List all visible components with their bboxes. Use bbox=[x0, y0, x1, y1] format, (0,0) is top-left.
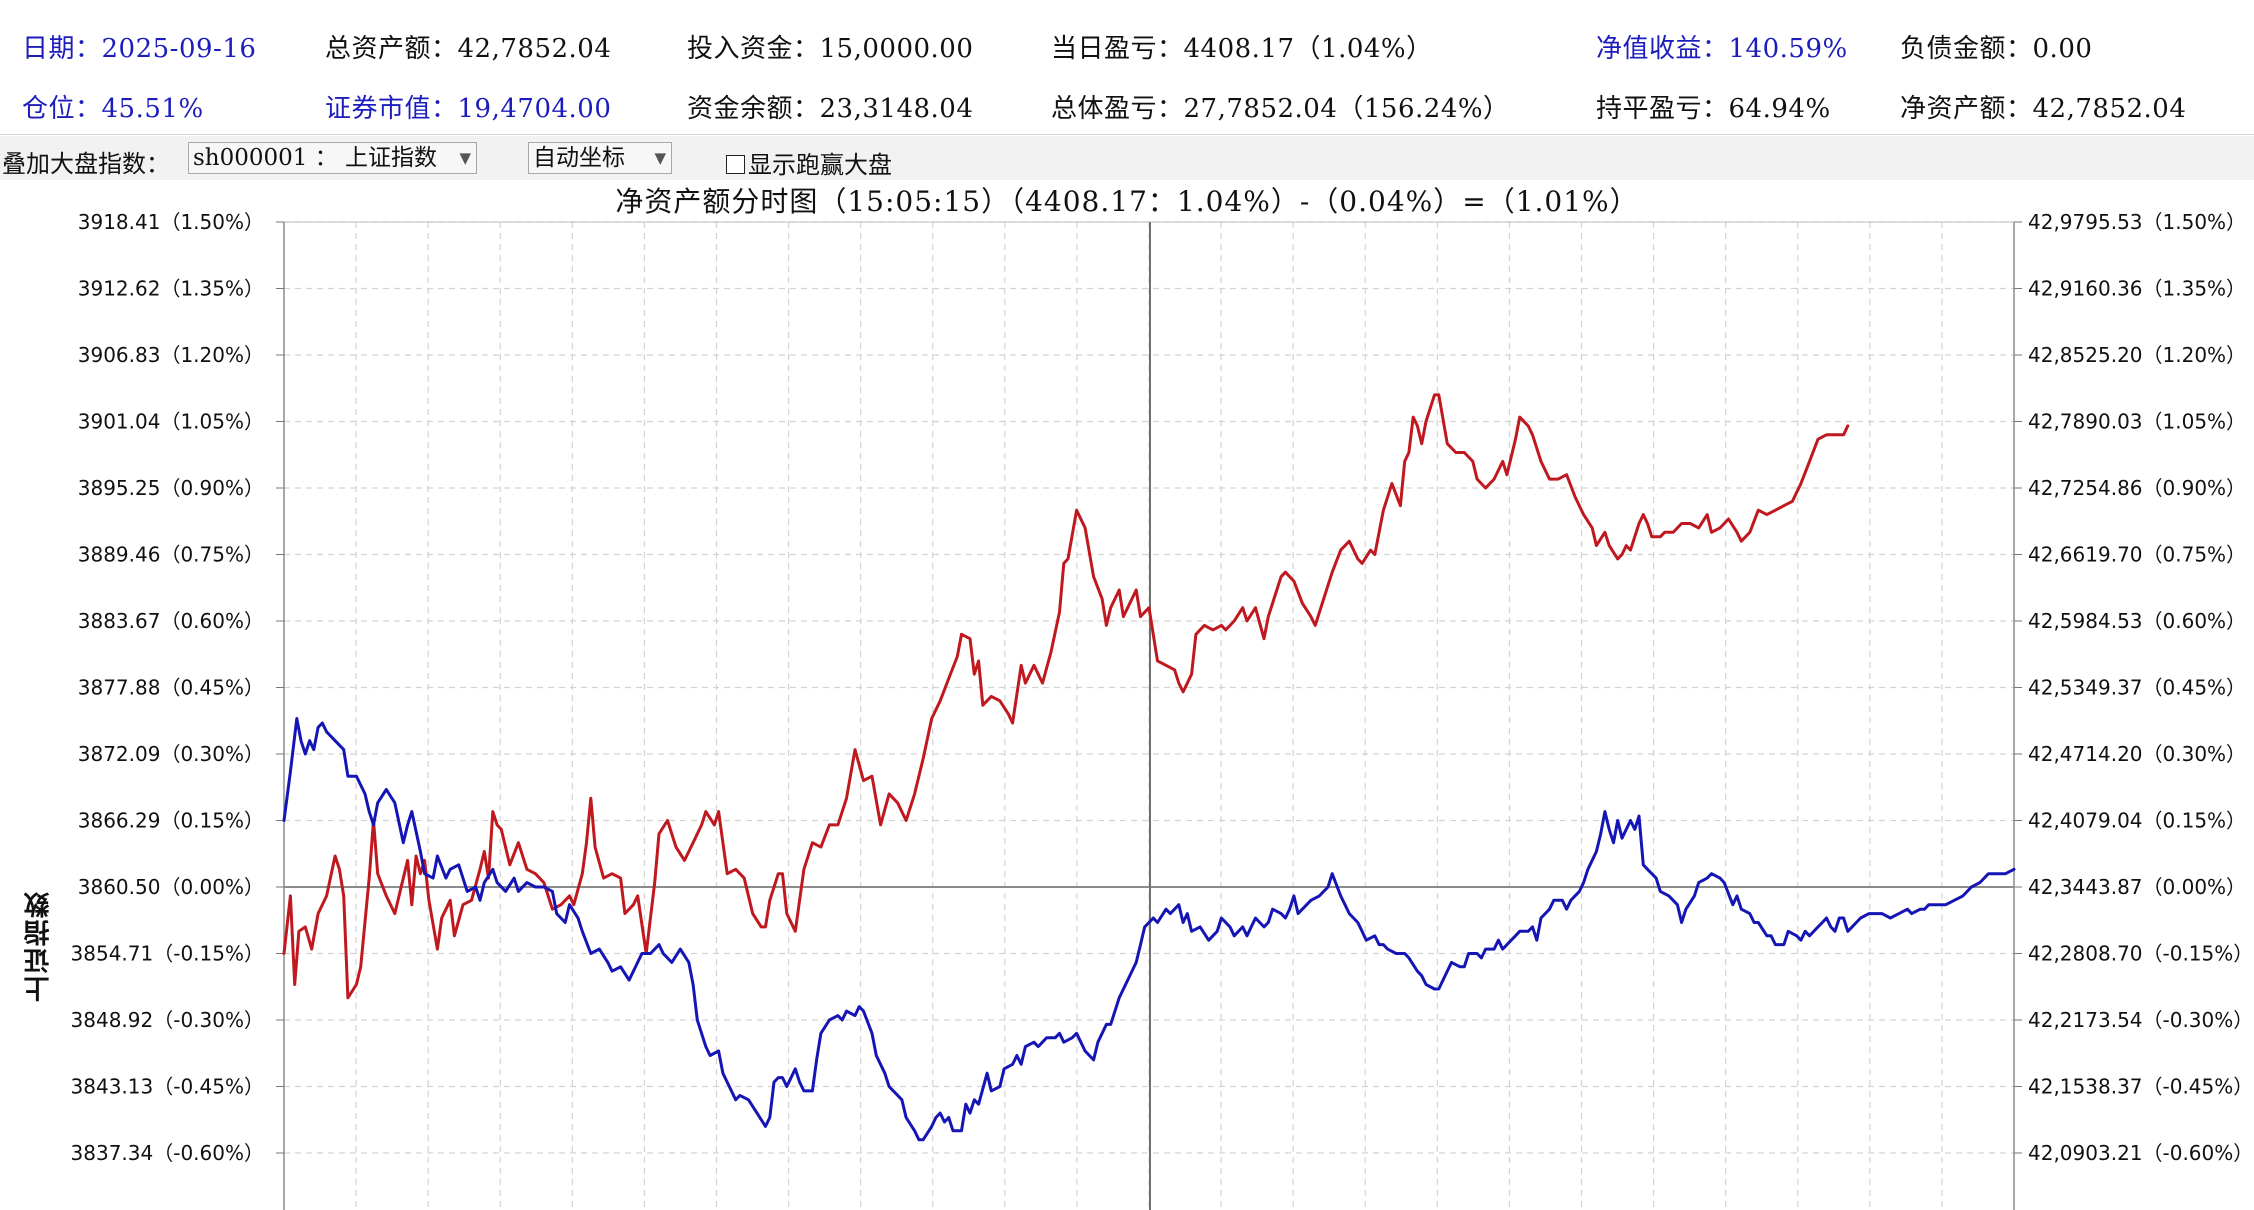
outperform-checkbox-label: 显示跑赢大盘 bbox=[748, 151, 892, 179]
stat-key: 总资产额： bbox=[325, 34, 458, 64]
stat-securities-value: 证券市值：19,4704.00 bbox=[325, 88, 611, 125]
stat-daily-pnl: 当日盈亏：4408.17（1.04%） bbox=[1051, 28, 1433, 65]
stat-date: 日期：2025-09-16 bbox=[22, 28, 256, 65]
account-summary-header: 日期：2025-09-16 总资产额：42,7852.04 投入资金：15,00… bbox=[0, 0, 2254, 135]
checkbox-box[interactable] bbox=[726, 155, 745, 174]
axis-mode-select[interactable]: 自动坐标 ▼ bbox=[528, 142, 672, 174]
axis-mode-select-value: 自动坐标 bbox=[533, 145, 625, 171]
y-tick-label-left: 3912.62（1.35%） bbox=[78, 277, 264, 301]
stat-value: 64.94% bbox=[1728, 94, 1831, 124]
y-tick-label-left: 3901.04（1.05%） bbox=[78, 410, 264, 434]
y-tick-label-right: 42,1538.37（-0.45%） bbox=[2028, 1075, 2253, 1099]
y-tick-label-left: 3883.67（0.60%） bbox=[78, 609, 264, 633]
stat-key: 净资产额： bbox=[1900, 94, 2033, 124]
stat-key: 仓位： bbox=[22, 94, 102, 124]
outperform-checkbox[interactable]: 显示跑赢大盘 bbox=[726, 145, 892, 180]
y-tick-label-left: 3872.09（0.30%） bbox=[78, 742, 264, 766]
stat-key: 当日盈亏： bbox=[1051, 34, 1184, 64]
intraday-chart: 3918.41（1.50%） 42,9795.53（1.50%） 3912.62（1… bbox=[71, 210, 2254, 1210]
stat-key: 净值收益： bbox=[1596, 34, 1729, 64]
stat-value: 42,7852.04 bbox=[2032, 94, 2187, 124]
y-tick-label-left: 3877.88（0.45%） bbox=[78, 676, 264, 700]
y-tick-label-right: 42,9160.36（1.35%） bbox=[2028, 277, 2246, 301]
stat-key: 总体盈亏： bbox=[1051, 94, 1184, 124]
chart-title: 净资产额分时图（15:05:15）（4408.17：1.04%）-（0.04%）… bbox=[615, 185, 1639, 218]
series-line-index bbox=[282, 717, 2016, 1142]
y-tick-label-right: 42,8525.20（1.20%） bbox=[2028, 343, 2246, 367]
y-tick-label-left: 3866.29（0.15%） bbox=[78, 809, 264, 833]
y-tick-label-right: 42,6619.70（0.75%） bbox=[2028, 543, 2246, 567]
stat-key: 投入资金： bbox=[687, 34, 820, 64]
stat-value: 23,3148.04 bbox=[819, 94, 974, 124]
stat-value: 45.51% bbox=[101, 94, 204, 124]
stat-liabilities: 负债金额：0.00 bbox=[1900, 28, 2092, 65]
y-tick-label-left: 3860.50（0.00%） bbox=[78, 875, 264, 899]
stat-net-value-return: 净值收益：140.59% bbox=[1596, 28, 1848, 65]
y-tick-label-left: 3848.92（-0.30%） bbox=[71, 1008, 264, 1032]
y-tick-label-left: 3906.83（1.20%） bbox=[78, 343, 264, 367]
stat-value: 15,0000.00 bbox=[819, 34, 974, 64]
series-line-net_asset bbox=[282, 393, 1850, 1000]
y-tick-label-right: 42,7890.03（1.05%） bbox=[2028, 410, 2246, 434]
y-tick-label-left: 3895.25（0.90%） bbox=[78, 476, 264, 500]
y-tick-label-right: 42,2173.54（-0.30%） bbox=[2028, 1008, 2253, 1032]
stat-key: 证券市值： bbox=[325, 94, 458, 124]
stat-value: 19,4704.00 bbox=[457, 94, 612, 124]
y-tick-label-left: 3854.71（-0.15%） bbox=[71, 942, 264, 966]
stat-cash-balance: 资金余额：23,3148.04 bbox=[687, 88, 973, 125]
stat-invested-capital: 投入资金：15,0000.00 bbox=[687, 28, 973, 65]
stat-key: 持平盈亏： bbox=[1596, 94, 1729, 124]
y-tick-label-right: 42,2808.70（-0.15%） bbox=[2028, 942, 2253, 966]
stat-value: 140.59% bbox=[1728, 34, 1848, 64]
y-tick-label-right: 42,7254.86（0.90%） bbox=[2028, 476, 2246, 500]
y-tick-label-right: 42,0903.21（-0.60%） bbox=[2028, 1141, 2253, 1165]
series-lines bbox=[282, 393, 2016, 1142]
stat-value: 42,7852.04 bbox=[457, 34, 612, 64]
chevron-down-icon: ▼ bbox=[459, 149, 471, 167]
y-tick-label-right: 42,5349.37（0.45%） bbox=[2028, 676, 2246, 700]
y-tick-label-right: 42,9795.53（1.50%） bbox=[2028, 210, 2246, 234]
y-tick-label-left: 3837.34（-0.60%） bbox=[71, 1141, 264, 1165]
y-tick-label-right: 42,3443.87（0.00%） bbox=[2028, 875, 2246, 899]
stat-key: 资金余额： bbox=[687, 94, 820, 124]
y-tick-label-right: 42,4714.20（0.30%） bbox=[2028, 742, 2246, 766]
axis-ticks: 3918.41（1.50%） 42,9795.53（1.50%） 3912.62（1… bbox=[71, 210, 2254, 1165]
stat-key: 负债金额： bbox=[1900, 34, 2033, 64]
stat-net-assets: 净资产额：42,7852.04 bbox=[1900, 88, 2186, 125]
y-tick-label-right: 42,5984.53（0.60%） bbox=[2028, 609, 2246, 633]
stat-value: 0.00 bbox=[2032, 34, 2093, 64]
chevron-down-icon: ▼ bbox=[654, 149, 666, 167]
y-tick-label-right: 42,4079.04（0.15%） bbox=[2028, 809, 2246, 833]
stat-value: 27,7852.04（156.24%） bbox=[1183, 94, 1510, 124]
stat-position: 仓位：45.51% bbox=[22, 88, 204, 125]
y-tick-label-left: 3918.41（1.50%） bbox=[78, 210, 264, 234]
y-tick-label-left: 3889.46（0.75%） bbox=[78, 543, 264, 567]
chart-toolbar: 叠加大盘指数： sh000001 ： 上证指数 ▼ 自动坐标 ▼ 显示跑赢大盘 bbox=[0, 136, 2254, 180]
overlay-index-label: 叠加大盘指数： bbox=[2, 150, 170, 178]
y-tick-label-left: 3843.13（-0.45%） bbox=[71, 1075, 264, 1099]
index-select-value: sh000001 ： 上证指数 bbox=[193, 145, 438, 171]
stat-breakeven-pnl: 持平盈亏：64.94% bbox=[1596, 88, 1831, 125]
stat-total-pnl: 总体盈亏：27,7852.04（156.24%） bbox=[1051, 88, 1510, 125]
stat-value: 2025-09-16 bbox=[101, 34, 257, 64]
index-select[interactable]: sh000001 ： 上证指数 ▼ bbox=[188, 142, 477, 174]
stat-total-assets: 总资产额：42,7852.04 bbox=[325, 28, 611, 65]
stat-value: 4408.17（1.04%） bbox=[1183, 34, 1433, 64]
stat-key: 日期： bbox=[22, 34, 102, 64]
grid-lines bbox=[283, 221, 2015, 1210]
